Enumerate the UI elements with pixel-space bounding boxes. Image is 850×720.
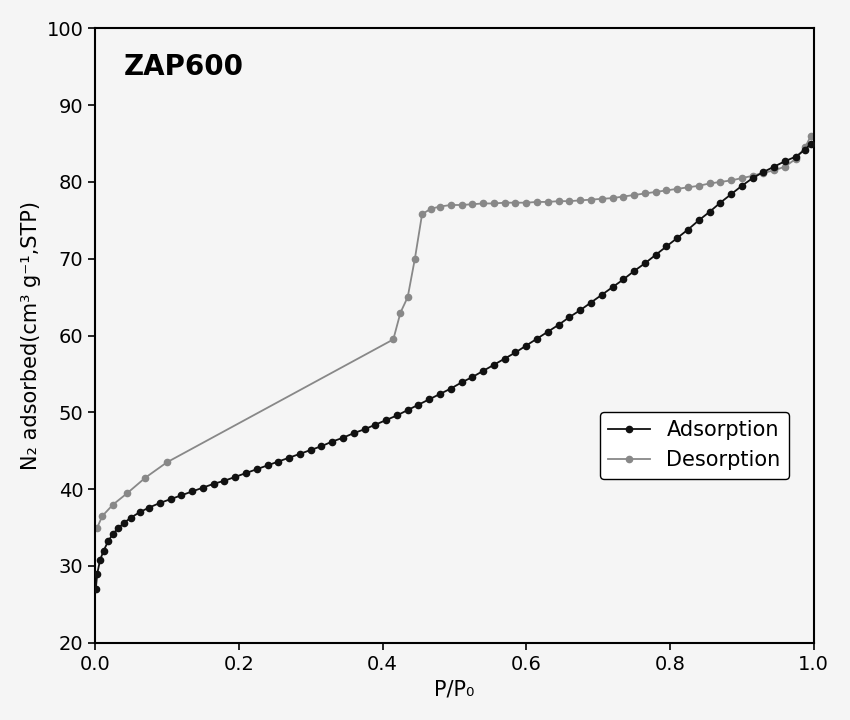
Desorption xyxy=(726,176,736,185)
Desorption xyxy=(122,489,133,498)
Desorption xyxy=(806,132,816,140)
Adsorption xyxy=(424,395,434,404)
Desorption xyxy=(705,179,715,188)
Desorption xyxy=(608,194,618,202)
Desorption xyxy=(489,199,499,208)
Desorption xyxy=(629,191,639,199)
Desorption xyxy=(758,168,768,177)
Adsorption xyxy=(295,449,305,458)
Adsorption xyxy=(806,139,816,148)
Desorption xyxy=(769,166,779,175)
Desorption xyxy=(410,254,420,263)
Desorption xyxy=(445,201,456,210)
Desorption xyxy=(747,171,757,180)
Text: ZAP600: ZAP600 xyxy=(124,53,244,81)
Desorption xyxy=(403,293,413,302)
Desorption xyxy=(597,194,607,203)
Desorption xyxy=(543,197,553,206)
Desorption xyxy=(521,199,531,207)
Desorption xyxy=(564,197,575,205)
Line: Desorption: Desorption xyxy=(94,132,814,531)
Adsorption xyxy=(737,181,747,190)
Legend: Adsorption, Desorption: Adsorption, Desorption xyxy=(600,412,789,479)
Desorption xyxy=(435,202,445,211)
Adsorption xyxy=(705,207,715,216)
Desorption xyxy=(510,199,520,207)
Desorption xyxy=(478,199,488,208)
Y-axis label: N₂ adsorbed(cm³ g⁻¹,STP): N₂ adsorbed(cm³ g⁻¹,STP) xyxy=(21,201,41,470)
Desorption xyxy=(532,197,542,206)
Desorption xyxy=(97,512,107,521)
Desorption xyxy=(618,192,628,201)
Adsorption xyxy=(208,480,218,488)
Desorption xyxy=(417,210,428,219)
Desorption xyxy=(162,458,172,467)
Desorption xyxy=(715,178,725,186)
Desorption xyxy=(108,500,118,509)
Line: Adsorption: Adsorption xyxy=(93,140,814,592)
Desorption xyxy=(790,155,801,163)
Desorption xyxy=(780,162,791,171)
Desorption xyxy=(800,143,810,152)
Desorption xyxy=(468,200,478,209)
Desorption xyxy=(586,195,596,204)
Desorption xyxy=(388,335,399,343)
Desorption xyxy=(661,186,672,194)
Desorption xyxy=(694,181,704,190)
Desorption xyxy=(575,196,586,204)
Desorption xyxy=(737,174,747,182)
Desorption xyxy=(456,201,467,210)
Desorption xyxy=(140,473,150,482)
Adsorption xyxy=(91,585,101,593)
Desorption xyxy=(640,189,650,198)
Desorption xyxy=(500,199,510,207)
Desorption xyxy=(650,188,660,197)
Desorption xyxy=(683,183,693,192)
Desorption xyxy=(426,204,436,213)
Desorption xyxy=(395,308,405,317)
Adsorption xyxy=(683,225,693,234)
Desorption xyxy=(92,523,102,532)
Desorption xyxy=(553,197,564,205)
X-axis label: P/P₀: P/P₀ xyxy=(434,679,474,699)
Desorption xyxy=(672,184,683,193)
